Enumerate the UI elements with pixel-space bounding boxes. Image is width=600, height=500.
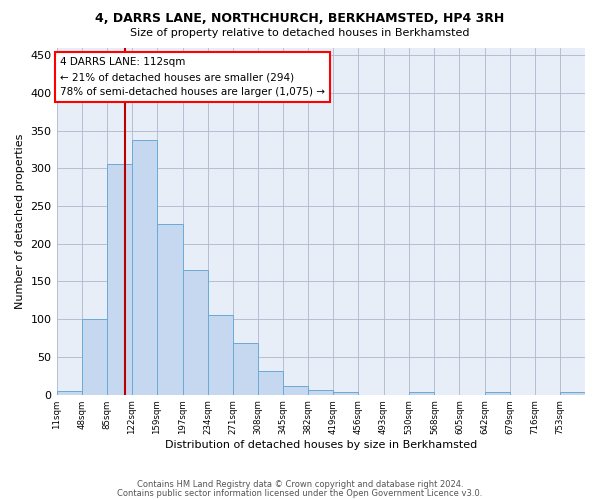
Bar <box>485 392 509 394</box>
Text: Contains public sector information licensed under the Open Government Licence v3: Contains public sector information licen… <box>118 488 482 498</box>
Bar <box>283 386 308 394</box>
Bar <box>183 270 208 394</box>
Bar <box>409 392 434 394</box>
Bar <box>107 164 132 394</box>
Bar <box>560 392 585 394</box>
Bar <box>157 224 183 394</box>
Bar <box>132 140 157 394</box>
Bar <box>56 391 82 394</box>
Text: 4 DARRS LANE: 112sqm
← 21% of detached houses are smaller (294)
78% of semi-deta: 4 DARRS LANE: 112sqm ← 21% of detached h… <box>60 58 325 97</box>
Bar <box>334 392 358 394</box>
Bar <box>308 390 334 394</box>
Bar <box>82 319 107 394</box>
Bar <box>258 370 283 394</box>
Text: Contains HM Land Registry data © Crown copyright and database right 2024.: Contains HM Land Registry data © Crown c… <box>137 480 463 489</box>
Bar <box>208 316 233 394</box>
Text: 4, DARRS LANE, NORTHCHURCH, BERKHAMSTED, HP4 3RH: 4, DARRS LANE, NORTHCHURCH, BERKHAMSTED,… <box>95 12 505 26</box>
X-axis label: Distribution of detached houses by size in Berkhamsted: Distribution of detached houses by size … <box>164 440 477 450</box>
Bar <box>233 344 258 394</box>
Y-axis label: Number of detached properties: Number of detached properties <box>15 134 25 309</box>
Text: Size of property relative to detached houses in Berkhamsted: Size of property relative to detached ho… <box>130 28 470 38</box>
